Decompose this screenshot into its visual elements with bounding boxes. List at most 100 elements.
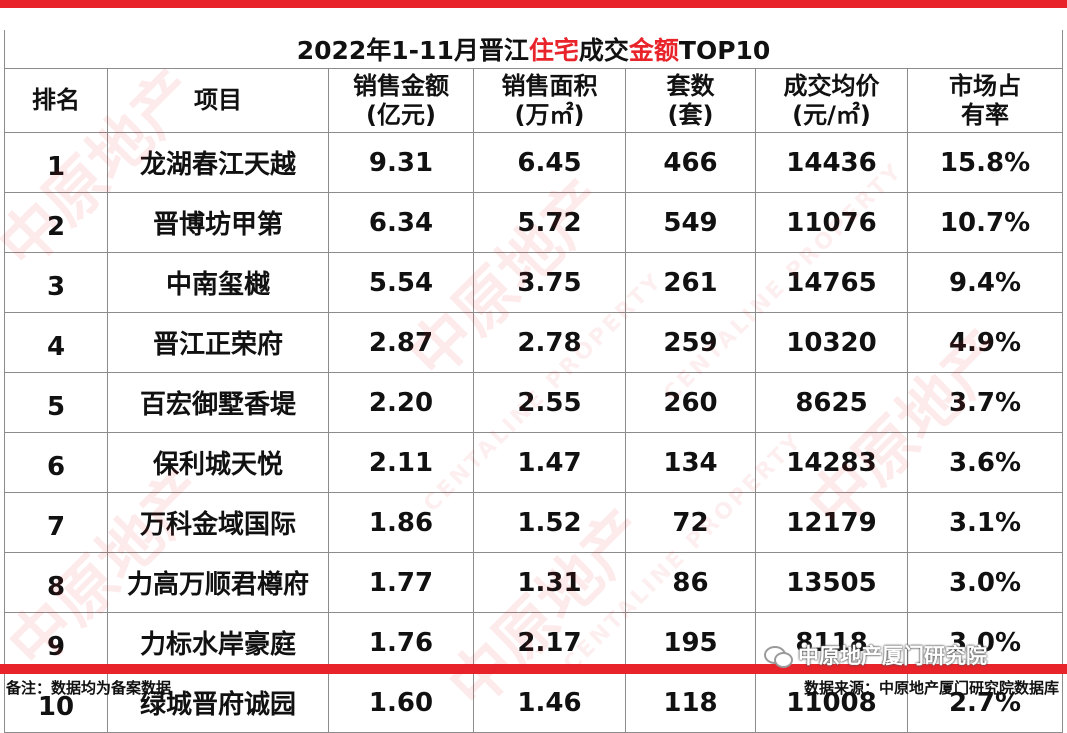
title-part3: 成交: [578, 36, 629, 65]
rank-cell: 8: [4, 552, 108, 613]
project-cell: 晋江正荣府: [107, 312, 329, 373]
header-avg-price-line2: (元/㎡): [792, 100, 871, 129]
units-cell: 260: [625, 372, 756, 433]
area-cell: 1.52: [473, 492, 626, 553]
header-sales-amount-line1: 销售金额: [353, 71, 449, 100]
wechat-account-name: 中原地产厦门研究院: [798, 644, 987, 668]
share-cell: 3.0%: [906, 552, 1064, 613]
units-cell: 261: [625, 252, 756, 313]
share-cell: 3.0%: [906, 612, 1064, 673]
share-cell: 15.8%: [906, 132, 1064, 193]
area-cell: 1.46: [473, 672, 626, 733]
header-units-line1: 套数: [666, 71, 715, 100]
title-part4: 金额: [628, 36, 679, 65]
project-cell: 龙湖春江天越: [107, 132, 329, 193]
price-cell: 11076: [755, 192, 908, 253]
price-cell: 10320: [755, 312, 908, 373]
area-cell: 6.45: [473, 132, 626, 193]
area-cell: 5.72: [473, 192, 626, 253]
header-share: 市场占 有率: [906, 68, 1064, 133]
area-cell: 2.78: [473, 312, 626, 373]
share-cell: 3.6%: [906, 432, 1064, 493]
rank-cell: 7: [4, 492, 108, 553]
amount-cell: 2.20: [328, 372, 474, 433]
amount-cell: 2.11: [328, 432, 474, 493]
header-rank: 排名: [4, 68, 108, 133]
rank-cell: 6: [4, 432, 108, 493]
table-row: 7 万科金域国际 1.86 1.52 72 12179 3.1%: [4, 492, 1064, 553]
rank-cell: 5: [4, 372, 108, 433]
title-part5: TOP10: [678, 36, 771, 65]
project-cell: 力高万顺君樽府: [107, 552, 329, 613]
table-row: 5 百宏御墅香堤 2.20 2.55 260 8625 3.7%: [4, 372, 1064, 433]
project-cell: 晋博坊甲第: [107, 192, 329, 253]
price-cell: 13505: [755, 552, 908, 613]
units-cell: 134: [625, 432, 756, 493]
table-row: 6 保利城天悦 2.11 1.47 134 14283 3.6%: [4, 432, 1064, 493]
amount-cell: 5.54: [328, 252, 474, 313]
share-cell: 3.7%: [906, 372, 1064, 433]
amount-cell: 1.77: [328, 552, 474, 613]
header-share-line1: 市场占: [949, 71, 1022, 100]
share-cell: 3.1%: [906, 492, 1064, 553]
units-cell: 118: [625, 672, 756, 733]
footer-note: 备注：数据均为备案数据: [6, 679, 172, 697]
header-share-line2: 有率: [961, 100, 1010, 129]
share-cell: 10.7%: [906, 192, 1064, 253]
table-row: 2 晋博坊甲第 6.34 5.72 549 11076 10.7%: [4, 192, 1064, 253]
amount-cell: 2.87: [328, 312, 474, 373]
amount-cell: 1.86: [328, 492, 474, 553]
title-part1: 2022年1-11月晋江: [296, 36, 529, 65]
price-cell: 8625: [755, 372, 908, 433]
header-sales-amount-line2: (亿元): [366, 100, 436, 129]
area-cell: 1.47: [473, 432, 626, 493]
area-cell: 3.75: [473, 252, 626, 313]
price-cell: 12179: [755, 492, 908, 553]
amount-cell: 1.60: [328, 672, 474, 733]
header-sales-area-line1: 销售面积: [501, 71, 598, 100]
table-row: 8 力高万顺君樽府 1.77 1.31 86 13505 3.0%: [4, 552, 1064, 613]
rank-cell: 1: [4, 132, 108, 193]
rank-cell: 2: [4, 192, 108, 253]
header-avg-price: 成交均价 (元/㎡): [755, 68, 908, 133]
share-cell: 4.9%: [906, 312, 1064, 373]
header-project: 项目: [107, 68, 329, 133]
rank-cell: 3: [4, 252, 108, 313]
wechat-icon: [764, 644, 793, 668]
footer-source: 数据来源：中原地产厦门研究院数据库: [803, 679, 1059, 697]
wechat-account: 中原地产厦门研究院: [764, 640, 987, 670]
area-cell: 2.17: [473, 612, 626, 673]
header-units-line2: (套): [667, 100, 714, 129]
project-cell: 力标水岸豪庭: [107, 612, 329, 673]
table-row: 3 中南玺樾 5.54 3.75 261 14765 9.4%: [4, 252, 1064, 313]
header-row: 排名 项目 销售金额 (亿元) 销售面积 (万㎡) 套数 (套) 成交均价 (元/㎡) …: [4, 68, 1064, 133]
header-sales-area-line2: (万㎡): [514, 100, 585, 129]
table-row: 1 龙湖春江天越 9.31 6.45 466 14436 15.8%: [4, 132, 1064, 193]
bottom-accent-bar: [0, 664, 1067, 674]
rank-cell: 9: [4, 612, 108, 673]
table-title: 2022年1-11月晋江住宅成交金额TOP10: [3, 30, 1064, 69]
project-cell: 保利城天悦: [107, 432, 329, 493]
units-cell: 549: [625, 192, 756, 253]
top-accent-bar: [0, 0, 1067, 8]
price-cell: 14283: [755, 432, 908, 493]
project-cell: 中南玺樾: [107, 252, 329, 313]
units-cell: 72: [625, 492, 756, 553]
title-part2: 住宅: [528, 36, 579, 65]
header-sales-area: 销售面积 (万㎡): [473, 68, 626, 133]
price-cell: 14765: [755, 252, 908, 313]
area-cell: 2.55: [473, 372, 626, 433]
units-cell: 259: [625, 312, 756, 373]
project-cell: 万科金域国际: [107, 492, 329, 553]
header-avg-price-line1: 成交均价: [783, 71, 880, 100]
amount-cell: 9.31: [328, 132, 474, 193]
table-row: 9 力标水岸豪庭 1.76 2.17 195 8118 3.0%: [4, 612, 1064, 673]
price-cell: 14436: [755, 132, 908, 193]
table-row: 4 晋江正荣府 2.87 2.78 259 10320 4.9%: [4, 312, 1064, 373]
amount-cell: 6.34: [328, 192, 474, 253]
share-cell: 9.4%: [906, 252, 1064, 313]
header-sales-amount: 销售金额 (亿元): [328, 68, 474, 133]
rank-cell: 4: [4, 312, 108, 373]
project-cell: 百宏御墅香堤: [107, 372, 329, 433]
top10-table: 2022年1-11月晋江住宅成交金额TOP10 排名 项目 销售金额 (亿元) 销…: [3, 30, 1064, 733]
